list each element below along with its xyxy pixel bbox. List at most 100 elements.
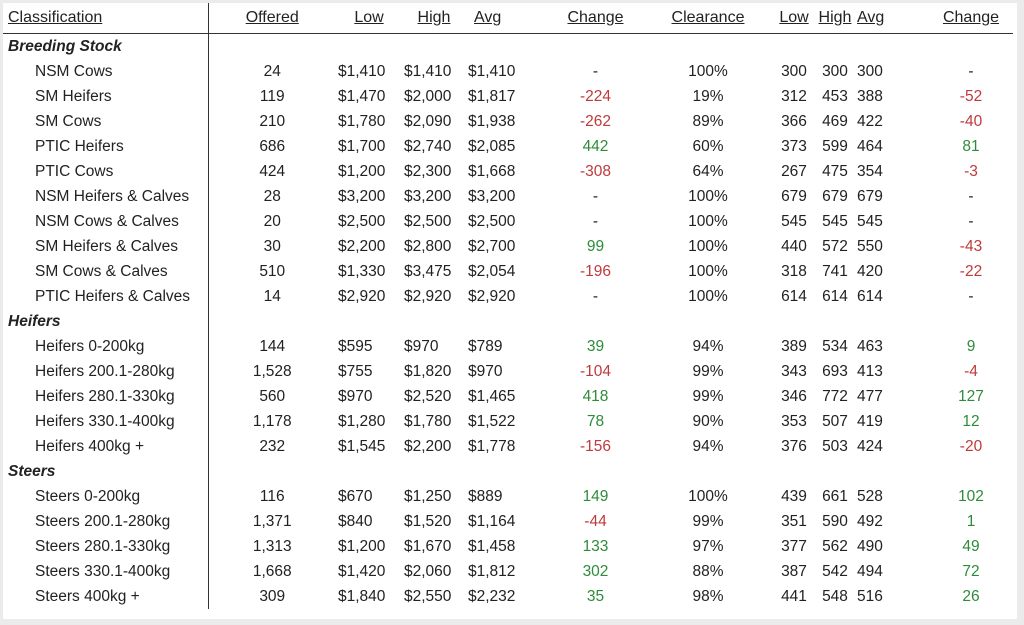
row-avg-per-kg: 420 [857, 263, 883, 280]
row-clearance: 100% [688, 213, 728, 230]
empty-cell [336, 459, 402, 484]
row-low-price: $2,920 [338, 288, 386, 305]
row-high-price: $2,060 [404, 563, 452, 580]
row-avg-per-kg: 494 [857, 563, 883, 580]
row-offered: 686 [259, 138, 286, 155]
row-price-change: - [592, 288, 599, 305]
row-avg-price: $2,700 [468, 238, 516, 255]
row-clearance: 89% [692, 113, 724, 130]
empty-cell [815, 34, 855, 60]
row-clearance: 100% [688, 63, 728, 80]
row-low-price: $2,200 [338, 238, 386, 255]
row-change-per-kg: - [968, 213, 974, 230]
table-row: Heifers 280.1-330kg 560 $970 $2,520 $1,465 41… [3, 384, 1013, 409]
row-clearance: 94% [692, 438, 724, 455]
row-offered: 309 [259, 588, 286, 605]
row-classification: SM Cows [3, 109, 209, 134]
table-row: Steers 0-200kg 116 $670 $1,250 $889 149 100% 43… [3, 484, 1013, 509]
row-low-price: $1,330 [338, 263, 386, 280]
row-high-price: $2,090 [404, 113, 452, 130]
row-change-per-kg: -3 [964, 163, 978, 180]
row-high-per-kg: 590 [822, 513, 848, 530]
empty-cell [855, 34, 929, 60]
row-high-per-kg: 772 [822, 388, 848, 405]
row-avg-per-kg: 614 [857, 288, 883, 305]
row-high-per-kg: 503 [822, 438, 848, 455]
row-price-change: -224 [579, 88, 612, 105]
row-classification: PTIC Cows [3, 159, 209, 184]
row-high-price: $2,500 [404, 213, 452, 230]
row-high-per-kg: 469 [822, 113, 848, 130]
row-low-price: $970 [338, 388, 373, 405]
row-avg-price: $3,200 [468, 188, 516, 205]
empty-cell [402, 309, 466, 334]
header-clearance: Clearance [671, 9, 745, 26]
row-price-change: - [592, 188, 599, 205]
header-change: Change [567, 9, 624, 26]
table-row: SM Cows 210 $1,780 $2,090 $1,938 -262 89% 366 46… [3, 109, 1013, 134]
row-price-change: -44 [584, 513, 607, 530]
empty-cell [643, 459, 773, 484]
row-offered: 116 [259, 488, 285, 505]
row-low-per-kg: 440 [781, 238, 807, 255]
row-change-per-kg: - [968, 188, 974, 205]
row-change-per-kg: -43 [959, 238, 983, 255]
row-high-per-kg: 693 [822, 363, 848, 380]
row-avg-per-kg: 679 [857, 188, 883, 205]
row-avg-price: $1,938 [468, 113, 516, 130]
header-change-per-kg: Change [942, 9, 1000, 26]
row-high-price: $1,410 [404, 63, 452, 80]
row-price-change: 133 [582, 538, 609, 555]
row-avg-per-kg: 300 [857, 63, 883, 80]
row-avg-per-kg: 354 [857, 163, 883, 180]
row-high-price: $2,000 [404, 88, 452, 105]
row-low-price: $1,545 [338, 438, 386, 455]
row-change-per-kg: -40 [959, 113, 983, 130]
row-high-per-kg: 599 [822, 138, 848, 155]
row-change-per-kg: 26 [962, 588, 980, 605]
section-row: Steers [3, 459, 1013, 484]
row-clearance: 19% [692, 88, 724, 105]
table-row: Heifers 200.1-280kg 1,528 $755 $1,820 $970 -1… [3, 359, 1013, 384]
row-classification: Steers 0-200kg [3, 484, 209, 509]
section-row: Breeding Stock [3, 33, 1013, 60]
empty-cell [466, 309, 548, 334]
row-price-change: -196 [579, 263, 612, 280]
row-high-price: $2,740 [404, 138, 452, 155]
row-avg-price: $2,054 [468, 263, 516, 280]
empty-cell [929, 34, 1013, 60]
row-clearance: 100% [688, 288, 728, 305]
row-avg-price: $970 [468, 363, 503, 380]
row-change-per-kg: 9 [966, 338, 976, 355]
row-avg-price: $2,232 [468, 588, 516, 605]
row-low-per-kg: 545 [781, 213, 807, 230]
row-high-price: $970 [404, 338, 439, 355]
row-avg-per-kg: 516 [857, 588, 883, 605]
row-clearance: 100% [688, 238, 728, 255]
row-high-per-kg: 534 [822, 338, 848, 355]
row-clearance: 88% [692, 563, 724, 580]
row-price-change: 302 [582, 563, 609, 580]
row-classification: NSM Cows [3, 59, 209, 84]
row-clearance: 99% [692, 388, 724, 405]
row-high-per-kg: 562 [822, 538, 848, 555]
table-row: Heifers 0-200kg 144 $595 $970 $789 39 94% 389 53… [3, 334, 1013, 359]
row-high-price: $2,520 [404, 388, 452, 405]
table-row: Steers 200.1-280kg 1,371 $840 $1,520 $1,164 -… [3, 509, 1013, 534]
header-low: Low [354, 9, 384, 26]
row-offered: 24 [263, 63, 281, 80]
section-label: Steers [3, 459, 209, 484]
table-row: SM Cows & Calves 510 $1,330 $3,475 $2,054 -19… [3, 259, 1013, 284]
row-high-per-kg: 572 [822, 238, 848, 255]
empty-cell [643, 34, 773, 60]
row-avg-per-kg: 492 [857, 513, 883, 530]
row-clearance: 100% [688, 488, 728, 505]
empty-cell [929, 459, 1013, 484]
row-low-price: $1,700 [338, 138, 386, 155]
row-price-change: 35 [586, 588, 605, 605]
row-avg-per-kg: 464 [857, 138, 883, 155]
row-low-price: $595 [338, 338, 373, 355]
row-change-per-kg: - [968, 63, 974, 80]
row-high-price: $1,670 [404, 538, 452, 555]
table-row: NSM Heifers & Calves 28 $3,200 $3,200 $3,200… [3, 184, 1013, 209]
